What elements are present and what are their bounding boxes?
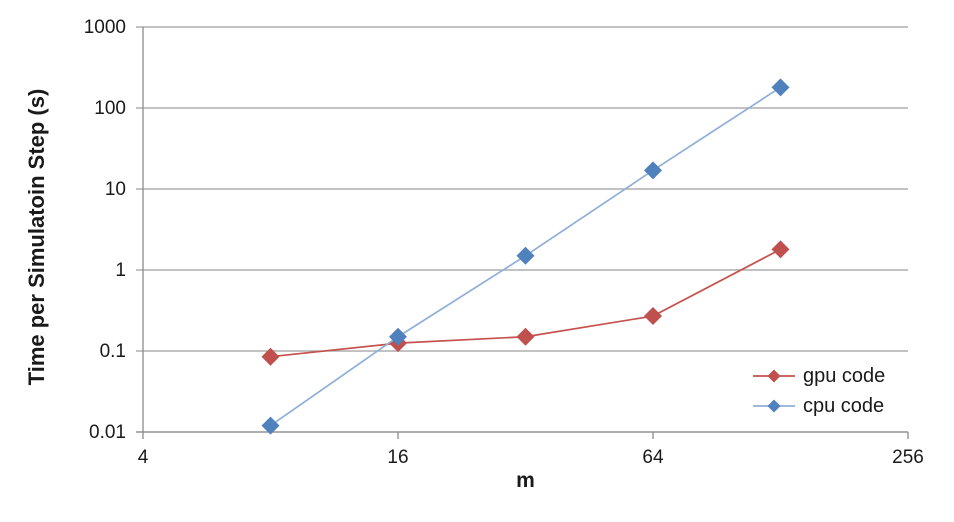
- data-point-marker: [516, 327, 535, 346]
- legend-item-cpu-code: cpu code: [752, 393, 885, 419]
- data-point-marker: [771, 78, 790, 97]
- y-tick-label: 10: [105, 179, 126, 200]
- x-tick-label: 64: [642, 447, 664, 468]
- y-tick-labels: 0.01 0.1 1 10 100 1000: [84, 17, 126, 443]
- y-axis-title: Time per Simulatoin Step (s): [24, 88, 49, 386]
- legend-label-gpu-code: gpu code: [803, 364, 886, 387]
- cpu-series-swatch: [753, 399, 795, 413]
- y-tick-label: 1000: [84, 17, 126, 38]
- x-tick-labels: 4 16 64 256: [138, 447, 924, 468]
- legend-swatch-marker: [767, 399, 781, 413]
- x-tick-label: 256: [892, 447, 924, 468]
- axes: [136, 27, 909, 439]
- data-point-marker: [261, 347, 280, 366]
- legend-label-cpu-code: cpu code: [803, 394, 885, 417]
- x-tick-label: 4: [138, 447, 149, 468]
- data-point-marker: [389, 327, 407, 346]
- x-tick-label: 16: [387, 447, 408, 468]
- data-point-marker: [516, 246, 535, 265]
- data-point-marker: [644, 307, 662, 326]
- data-point-marker: [261, 416, 280, 435]
- gpu-series-swatch: [753, 369, 795, 383]
- data-point-marker: [644, 161, 662, 180]
- series-cpu-code: [261, 78, 790, 435]
- y-tick-label: 0.01: [89, 422, 126, 443]
- y-tick-label: 1: [115, 260, 126, 281]
- y-tick-label: 0.1: [100, 341, 126, 362]
- data-point-marker: [771, 240, 790, 259]
- series-gpu-code: [261, 240, 790, 366]
- legend-swatch-marker: [767, 369, 781, 383]
- legend-item-gpu-code: gpu code: [752, 363, 885, 389]
- legend: gpu code cpu code: [752, 363, 885, 419]
- x-axis-title: m: [516, 469, 535, 492]
- y-tick-label: 100: [94, 98, 126, 119]
